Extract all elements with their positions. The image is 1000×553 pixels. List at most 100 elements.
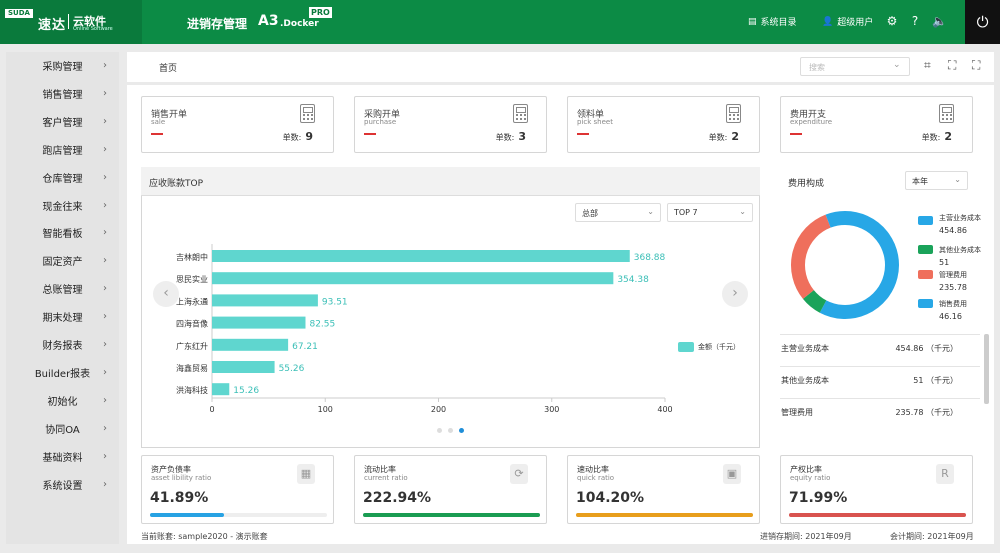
top-select[interactable]: TOP 7 ⌄ xyxy=(667,203,753,222)
sidebar-item-label: 期末处理 xyxy=(42,313,83,325)
donut-slice xyxy=(802,289,827,313)
donut-slice xyxy=(819,211,899,319)
branch-select[interactable]: 总部 ⌄ xyxy=(575,203,661,222)
period-select[interactable]: 本年 ⌄ xyxy=(905,171,968,190)
summary-card[interactable]: 采购开单 purchase 单数: 3 xyxy=(354,96,547,153)
calculator-icon xyxy=(513,104,528,123)
donut-slice xyxy=(825,211,846,228)
scrollbar[interactable] xyxy=(984,334,989,404)
bar-value-label: 368.88 xyxy=(634,253,666,263)
settings-gear-icon[interactable]: ⚙ xyxy=(886,14,898,28)
breadcrumb-home[interactable]: 首页 xyxy=(159,64,178,74)
sidebar-item[interactable]: 协同OA › xyxy=(6,415,119,442)
search-input[interactable]: 搜索 xyxy=(800,57,910,76)
bar xyxy=(212,383,230,396)
summary-card[interactable]: 销售开单 sale 单数: 9 xyxy=(141,96,334,153)
summary-card[interactable]: 费用开支 expenditure 单数: 2 xyxy=(780,96,973,153)
ratio-progress-fill xyxy=(789,513,966,517)
sidebar-item[interactable]: 销售管理 › xyxy=(6,80,119,107)
logo-subtitle-en: Online Software xyxy=(73,26,113,32)
user-button[interactable]: 👤 超级用户 xyxy=(822,15,873,29)
sidebar-item[interactable]: 采购管理 › xyxy=(6,52,119,79)
cost-row-name: 主营业务成本 xyxy=(781,344,829,353)
sidebar-item[interactable]: 总账管理 › xyxy=(6,275,119,302)
category-label: 上海永通 xyxy=(176,296,208,306)
legend-name: 销售费用 xyxy=(939,300,967,308)
bar-value-label: 354.38 xyxy=(617,275,649,285)
card-count-label: 单数: xyxy=(282,133,302,142)
system-menu-button[interactable]: ▤ 系统目录 xyxy=(748,15,797,29)
product-suffix: .Docker xyxy=(280,19,319,29)
ratio-card[interactable]: 产权比率 equity ratio 71.99% R xyxy=(780,455,973,524)
ratio-card[interactable]: 速动比率 quick ratio 104.20% ▣ xyxy=(567,455,760,524)
sidebar-item[interactable]: Builder报表 › xyxy=(6,359,119,386)
carousel-dot[interactable] xyxy=(437,428,442,433)
ratio-icon: ▣ xyxy=(723,464,741,484)
category-label: 广东红升 xyxy=(176,341,208,351)
logo-badge: SUDA xyxy=(5,9,33,18)
volume-icon[interactable]: 🔈 xyxy=(932,14,947,28)
ratio-progress-fill xyxy=(363,513,540,517)
legend-value: 51 xyxy=(939,258,950,267)
sidebar-item-label: Builder报表 xyxy=(34,368,91,380)
power-icon[interactable]: ⏻ xyxy=(965,0,1000,44)
carousel-next-button[interactable]: › xyxy=(722,281,748,307)
help-icon[interactable]: ? xyxy=(911,14,919,28)
card-title: 采购开单 xyxy=(364,110,401,120)
ratio-icon: ▦ xyxy=(297,464,315,484)
carousel-dot[interactable] xyxy=(448,428,453,433)
sidebar-item[interactable]: 财务报表 › xyxy=(6,331,119,358)
card-accent xyxy=(790,133,802,135)
ratio-value: 222.94% xyxy=(363,490,432,506)
sidebar-item[interactable]: 仓库管理 › xyxy=(6,164,119,191)
carousel-prev-button[interactable]: ‹ xyxy=(153,281,179,307)
sidebar-item-label: 系统设置 xyxy=(42,480,83,492)
x-tick-label: 300 xyxy=(544,405,559,414)
bar xyxy=(212,361,275,373)
bar-value-label: 93.51 xyxy=(322,297,348,307)
legend-value: 235.78 xyxy=(939,283,967,292)
sidebar-item[interactable]: 现金往来 › xyxy=(6,192,119,219)
cost-value: 235.78 xyxy=(895,408,924,417)
sidebar-item[interactable]: 系统设置 › xyxy=(6,471,119,498)
sidebar-item-label: 采购管理 xyxy=(42,62,83,73)
sidebar-item[interactable]: 智能看板 › xyxy=(6,219,119,246)
inventory-period: 进销存期间: 2021年09月 xyxy=(760,532,852,541)
legend-value: 46.16 xyxy=(939,312,962,321)
sidebar-item[interactable]: 固定资产 › xyxy=(6,247,119,274)
cost-row-value: 235.78 （千元） xyxy=(895,407,958,418)
category-label: 思民实业 xyxy=(176,274,208,284)
ratio-title: 速动比率 xyxy=(577,465,609,474)
sidebar-item[interactable]: 客户管理 › xyxy=(6,108,119,135)
ratio-card[interactable]: 资产负债率 asset libility ratio 41.89% ▦ xyxy=(141,455,334,524)
chevron-right-icon: › xyxy=(103,311,107,323)
carousel-dot-active[interactable] xyxy=(459,428,464,433)
sidebar-item[interactable]: 跑店管理 › xyxy=(6,136,119,163)
sidebar-item-label: 销售管理 xyxy=(42,89,83,101)
logo-divider xyxy=(68,14,69,29)
chevron-right-icon: › xyxy=(103,255,107,267)
sidebar-item[interactable]: 基础资料 › xyxy=(6,443,119,470)
expand-icon[interactable]: ⛶ xyxy=(948,58,957,72)
fullscreen-icon[interactable]: ⛶ xyxy=(972,58,981,72)
summary-card[interactable]: 领料单 pick sheet 单数: 2 xyxy=(567,96,760,153)
focus-icon[interactable]: ⌗ xyxy=(924,58,931,72)
accounting-period: 会计期间: 2021年09月 xyxy=(890,532,974,541)
sidebar-item-label: 仓库管理 xyxy=(42,173,83,185)
card-count: 单数: 9 xyxy=(283,130,313,143)
sidebar-item-label: 协同OA xyxy=(45,424,80,436)
user-icon: 👤 xyxy=(822,16,834,27)
sidebar-item[interactable]: 期末处理 › xyxy=(6,303,119,330)
receivables-title: 应收账款TOP xyxy=(149,179,204,189)
card-count-label: 单数: xyxy=(708,133,728,142)
chevron-right-icon: › xyxy=(103,199,107,211)
ratio-card[interactable]: 流动比率 current ratio 222.94% ⟳ xyxy=(354,455,547,524)
calculator-icon xyxy=(300,104,315,123)
sidebar-item-label: 跑店管理 xyxy=(42,145,83,157)
sidebar-item[interactable]: 初始化 › xyxy=(6,387,119,414)
bar-value-label: 82.55 xyxy=(309,320,335,330)
card-count-value: 3 xyxy=(518,130,526,143)
bar-value-label: 55.26 xyxy=(279,364,305,374)
cost-donut-chart xyxy=(791,211,899,319)
chevron-down-icon: ⌄ xyxy=(647,207,654,216)
